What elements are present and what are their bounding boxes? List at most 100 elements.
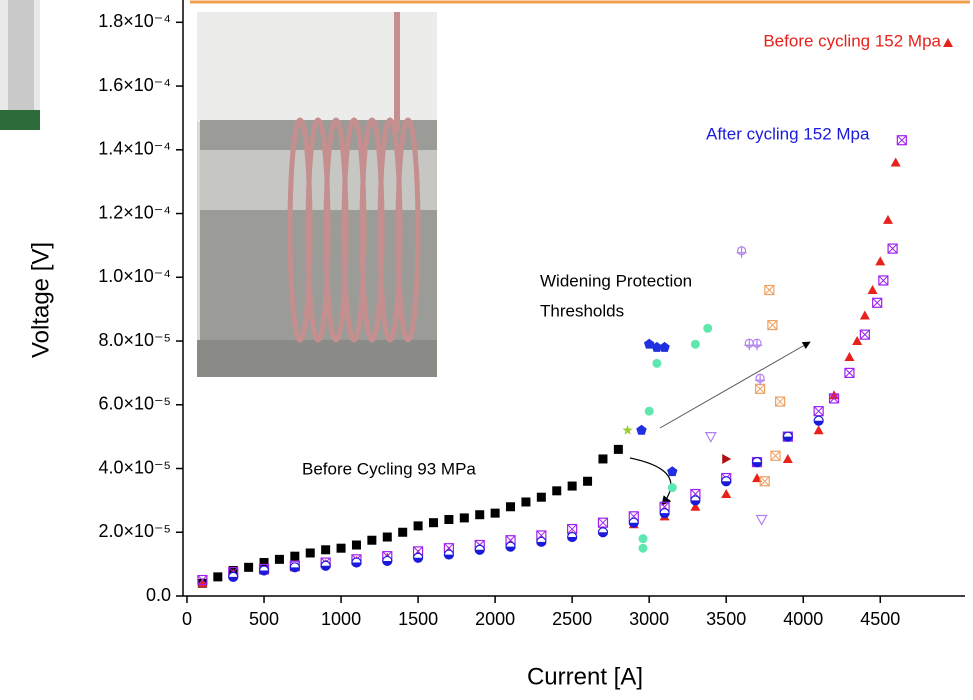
marker-part — [770, 450, 781, 461]
annotation: Thresholds — [540, 301, 624, 320]
x-tick-label: 500 — [249, 609, 279, 629]
marker — [428, 518, 438, 528]
x-tick-label: 3500 — [706, 609, 746, 629]
marker — [859, 329, 870, 340]
marker-part — [755, 383, 765, 394]
marker-part — [228, 576, 238, 582]
marker-part — [859, 329, 870, 340]
marker-part — [752, 462, 762, 467]
marker — [667, 466, 678, 477]
marker — [567, 481, 577, 491]
marker — [828, 393, 840, 404]
marker — [289, 562, 300, 573]
marker — [859, 310, 870, 320]
marker — [755, 383, 766, 394]
marker-part — [829, 393, 839, 404]
marker-part — [887, 243, 898, 254]
marker-part — [767, 320, 778, 330]
marker — [882, 214, 893, 224]
marker — [651, 341, 663, 352]
marker — [290, 551, 300, 561]
marker-part — [752, 339, 763, 351]
marker — [736, 246, 747, 258]
y-tick-label: 1.4×10⁻⁴ — [98, 139, 171, 159]
marker — [367, 535, 377, 545]
marker — [759, 476, 770, 487]
marker — [755, 373, 766, 386]
marker — [305, 548, 315, 558]
marker-part — [506, 546, 516, 552]
marker-part — [878, 275, 889, 286]
marker-part — [767, 319, 778, 331]
marker — [752, 338, 763, 351]
marker — [444, 515, 454, 525]
y-tick-label: 1.6×10⁻⁴ — [98, 75, 171, 95]
marker — [197, 574, 208, 586]
marker — [636, 424, 647, 435]
marker — [844, 367, 855, 378]
marker-part — [755, 374, 766, 386]
marker — [567, 531, 578, 543]
marker — [505, 541, 516, 552]
marker — [321, 545, 331, 555]
marker-part — [896, 135, 907, 146]
marker-part — [475, 549, 485, 555]
arrow — [629, 457, 672, 506]
marker-part — [736, 246, 747, 258]
marker — [770, 450, 781, 461]
marker-part — [536, 541, 546, 547]
marker — [755, 514, 768, 526]
marker — [782, 431, 793, 442]
marker-part — [887, 243, 898, 254]
marker — [552, 486, 562, 496]
marker — [398, 527, 408, 537]
marker — [336, 543, 346, 553]
marker — [412, 552, 424, 563]
marker — [667, 483, 677, 493]
marker-part — [197, 575, 208, 585]
annotation: Widening Protection — [540, 271, 692, 290]
marker — [490, 508, 500, 518]
marker-part — [567, 537, 577, 542]
marker — [259, 558, 269, 568]
x-tick-label: 1500 — [398, 609, 438, 629]
marker-part — [690, 500, 700, 505]
marker — [228, 571, 239, 582]
marker — [382, 532, 392, 542]
marker-part — [783, 436, 793, 442]
marker-part — [775, 396, 785, 407]
marker — [274, 554, 284, 564]
marker-part — [770, 450, 781, 461]
y-tick-label: 1.0×10⁻⁴ — [98, 266, 171, 286]
marker — [690, 495, 701, 506]
marker-part — [860, 329, 870, 340]
marker-part — [759, 476, 770, 487]
marker-part — [444, 554, 454, 560]
inset-photo — [197, 12, 437, 377]
marker — [521, 497, 531, 507]
marker — [896, 135, 907, 146]
x-tick-label: 4000 — [783, 609, 823, 629]
marker — [852, 336, 863, 346]
marker — [382, 555, 393, 567]
marker-part — [598, 517, 608, 528]
marker — [872, 297, 883, 308]
marker — [320, 560, 331, 571]
x-tick-label: 0 — [182, 609, 192, 629]
marker — [721, 476, 732, 487]
marker-part — [872, 297, 883, 308]
marker — [644, 406, 654, 416]
marker — [690, 339, 700, 349]
marker-part — [351, 562, 361, 568]
marker-part — [598, 532, 608, 537]
x-tick-label: 2500 — [552, 609, 592, 629]
marker — [536, 492, 546, 502]
marker-part — [764, 285, 775, 295]
marker — [722, 453, 732, 464]
marker — [459, 513, 469, 523]
marker — [643, 338, 655, 349]
marker-part — [382, 560, 392, 566]
marker-part — [878, 275, 889, 286]
marker-part — [764, 284, 775, 296]
